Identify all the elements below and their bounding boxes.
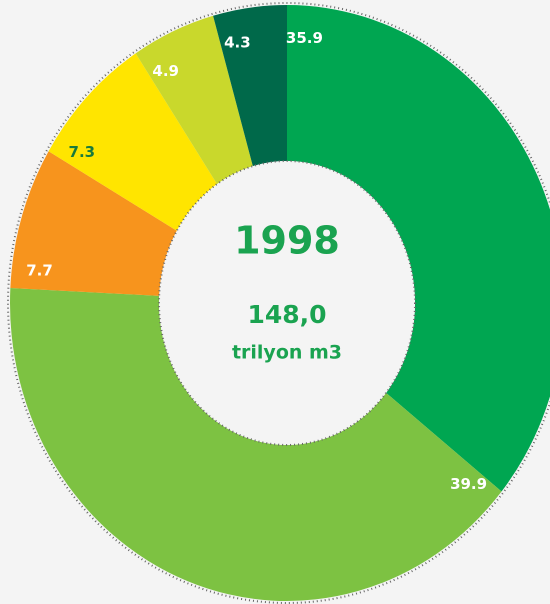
- inner-border: [158, 160, 416, 446]
- data-label: 7.3: [69, 143, 96, 161]
- outer-border: [7, 2, 550, 604]
- donut-segment: [10, 151, 177, 296]
- donut-segment: [48, 53, 218, 231]
- data-label: 4.3: [224, 34, 251, 52]
- data-label: 35.9: [286, 29, 323, 47]
- donut-segment: [135, 15, 253, 185]
- donut-segment: [10, 288, 502, 601]
- center-title: 1998: [234, 219, 340, 263]
- data-label: 39.9: [450, 475, 487, 493]
- donut-segment: [287, 5, 550, 492]
- data-label: 7.7: [26, 262, 53, 280]
- donut-segment: [213, 4, 287, 167]
- center-value: 148,0: [247, 300, 326, 329]
- center-unit: trilyon m3: [232, 342, 342, 364]
- data-label: 4.9: [152, 62, 179, 80]
